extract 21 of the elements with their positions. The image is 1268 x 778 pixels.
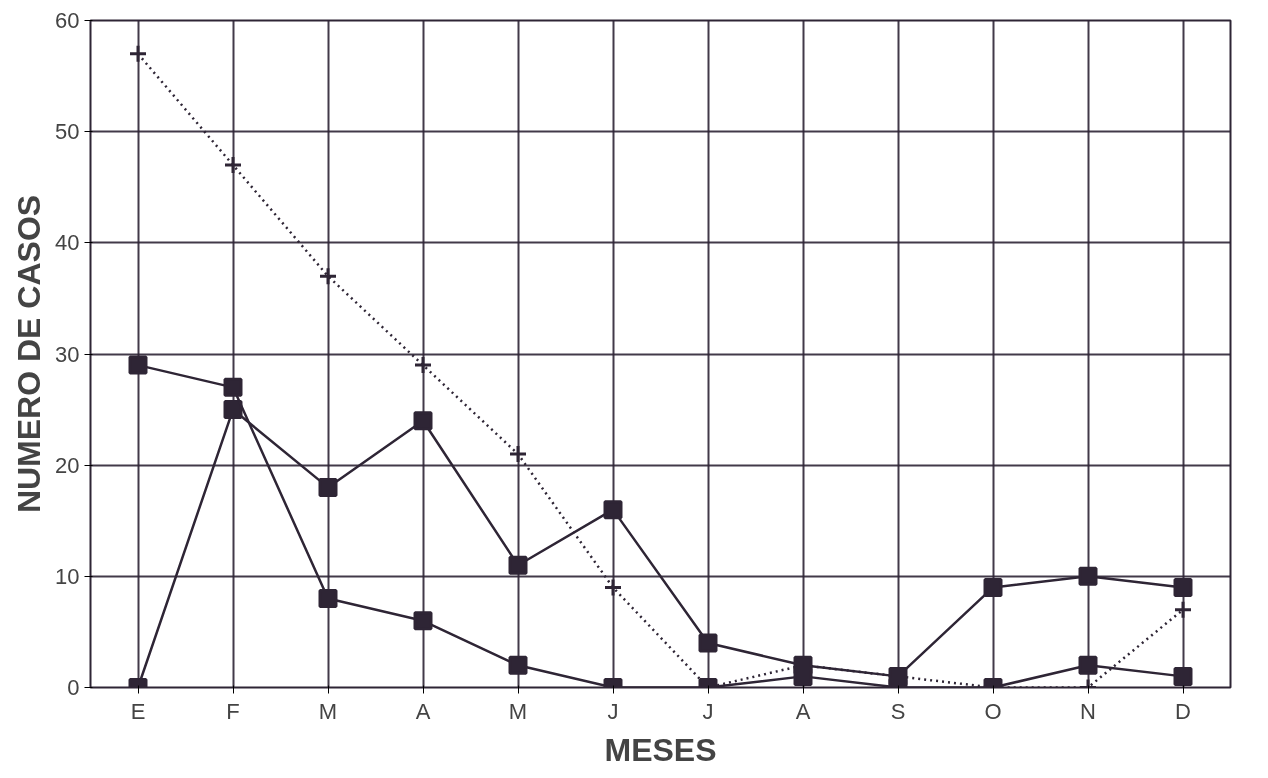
y-axis-title: NUMERO DE CASOS	[11, 194, 48, 514]
x-tick-label: S	[890, 698, 906, 724]
x-tick-label: A	[795, 698, 811, 724]
y-tick-label: 0	[67, 675, 80, 700]
x-tick-label: J	[607, 698, 619, 724]
x-tick-label: M	[318, 698, 338, 724]
y-tick-label: 40	[55, 230, 80, 256]
y-tick-label: 20	[55, 452, 80, 478]
x-axis-title: MESES	[604, 731, 717, 768]
y-tick-label: 30	[55, 341, 80, 367]
x-tick-label: N	[1080, 698, 1096, 724]
x-tick-label: D	[1175, 698, 1191, 724]
y-tick-label: 50	[55, 119, 80, 145]
x-tick-label: M	[508, 698, 528, 724]
y-tick-label: 10	[55, 563, 80, 589]
x-tick-label: F	[226, 698, 240, 724]
x-tick-label: J	[702, 698, 714, 724]
x-tick-label: A	[415, 698, 431, 724]
x-tick-label: O	[984, 698, 1002, 724]
y-tick-label: 60	[55, 8, 80, 33]
x-tick-label: E	[130, 698, 146, 724]
